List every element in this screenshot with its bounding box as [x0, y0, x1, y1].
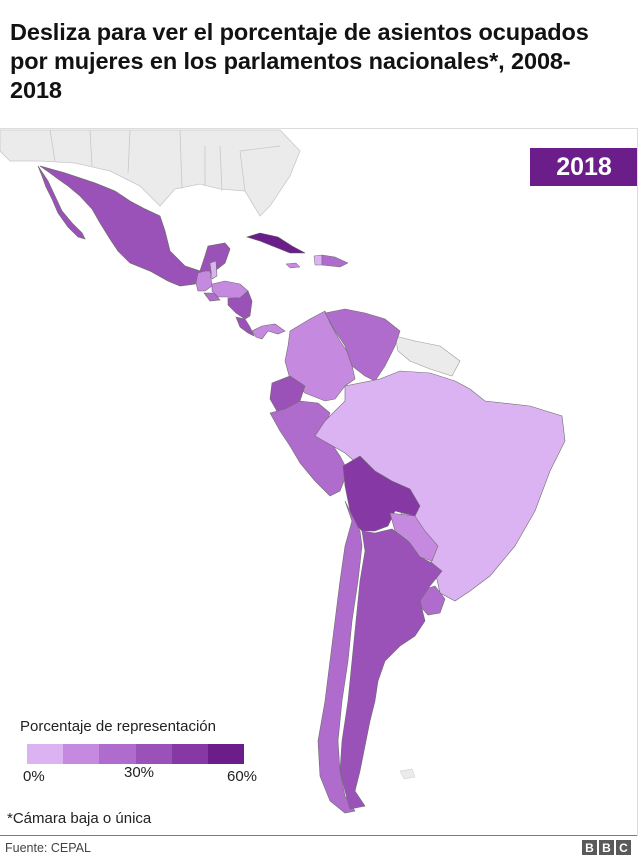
footer-divider	[0, 835, 637, 836]
region-dominican-republic	[321, 254, 349, 268]
region-cuba	[245, 232, 306, 254]
region-costa-rica	[235, 316, 255, 337]
legend-bin-50-60	[207, 744, 245, 764]
region-jamaica	[285, 262, 301, 269]
region-guatemala	[195, 270, 213, 292]
latin-america-map	[0, 129, 566, 814]
legend-tick-30: 30%	[124, 764, 155, 781]
region-argentina	[339, 528, 443, 810]
bbc-logo-letter: B	[582, 840, 597, 855]
region-peru	[269, 400, 349, 497]
legend-bin-10-20	[63, 744, 100, 764]
legend-bin-0-10	[27, 744, 64, 764]
region-baja-california	[37, 165, 86, 240]
bbc-logo-letter: B	[599, 840, 614, 855]
legend-color-scale	[27, 744, 245, 764]
region-usa	[0, 129, 301, 217]
legend-bin-30-40	[135, 744, 172, 764]
region-falklands	[399, 768, 416, 780]
legend-title: Porcentaje de representación	[20, 718, 216, 735]
legend: Porcentaje de representación 0% 30% 60%	[20, 718, 257, 785]
legend-tick-0: 0%	[23, 768, 45, 785]
legend-bin-40-50	[171, 744, 208, 764]
region-guianas	[394, 335, 461, 377]
source-label: Fuente: CEPAL	[5, 841, 91, 855]
region-chile	[317, 500, 363, 814]
region-haiti	[313, 254, 323, 266]
bbc-logo: B B C	[582, 840, 631, 855]
region-nicaragua	[227, 290, 253, 320]
region-belize	[209, 260, 218, 280]
region-bolivia	[342, 455, 421, 532]
legend-tick-60: 60%	[227, 768, 258, 785]
region-el-salvador	[203, 292, 221, 302]
footnote: *Cámara baja o única	[7, 810, 152, 827]
bbc-logo-letter: C	[616, 840, 631, 855]
legend-bin-20-30	[99, 744, 136, 764]
region-mexico	[39, 165, 231, 287]
region-panama	[251, 323, 286, 340]
map-panel[interactable]: 2018	[0, 128, 638, 836]
page-title: Desliza para ver el porcentaje de asient…	[10, 19, 589, 103]
region-venezuela	[324, 308, 401, 382]
year-badge: 2018	[530, 148, 637, 186]
